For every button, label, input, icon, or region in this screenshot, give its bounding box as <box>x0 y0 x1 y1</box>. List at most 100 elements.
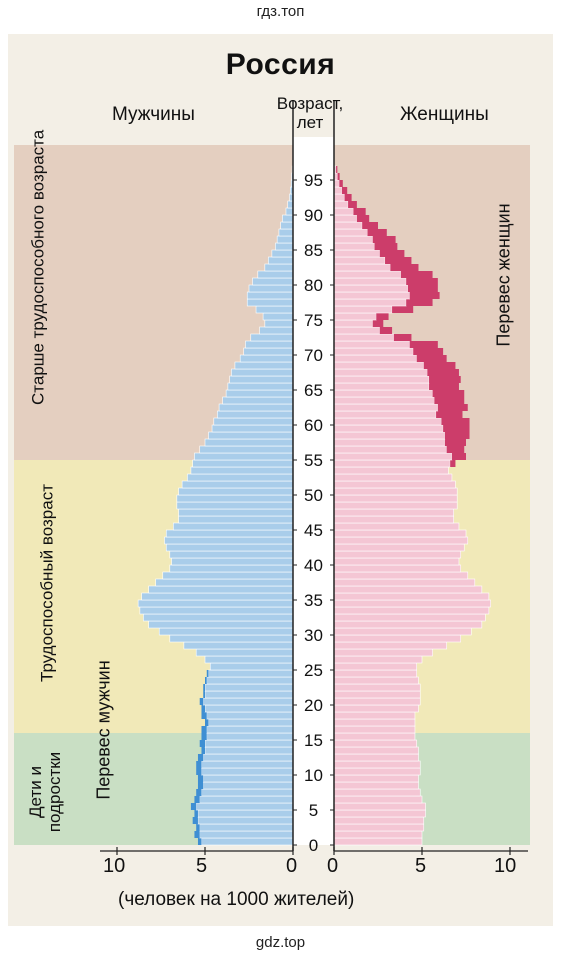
bar-men-age-68 <box>234 361 294 370</box>
bar-men-age-10 <box>201 767 294 776</box>
bar-women-age-41 <box>333 550 462 559</box>
bar-women-age-25 <box>333 662 418 671</box>
bar-men-age-81 <box>257 270 294 279</box>
right-series-label: Женщины <box>400 104 489 125</box>
surplus-women-age-56 <box>446 446 465 453</box>
bar-women-age-88 <box>333 221 363 230</box>
bar-men-age-21 <box>204 690 294 699</box>
bar-men-age-84 <box>271 249 294 258</box>
surplus-women-age-78 <box>409 292 440 299</box>
bar-men-age-7 <box>201 788 294 797</box>
bar-women-age-1 <box>333 830 423 839</box>
surplus-men-age-10 <box>196 768 202 775</box>
surplus-women-age-92 <box>344 194 352 201</box>
bar-men-age-27 <box>195 648 294 657</box>
bar-men-age-29 <box>169 634 294 643</box>
surplus-women-age-68 <box>423 362 456 369</box>
bar-women-age-36 <box>333 585 483 594</box>
bar-men-age-88 <box>280 221 294 230</box>
bar-women-age-91 <box>333 200 349 209</box>
bar-women-age-66 <box>333 375 430 384</box>
age-axis-title-line1: Возраст, <box>276 94 344 113</box>
age-tick-40: 40 <box>304 556 323 575</box>
surplus-men-age-11 <box>196 761 202 768</box>
age-column <box>293 137 334 845</box>
surplus-women-age-66 <box>429 376 461 383</box>
surplus-women-age-86 <box>372 236 396 243</box>
bar-men-age-2 <box>199 823 294 832</box>
bar-men-age-52 <box>187 473 294 482</box>
surplus-women-age-74 <box>372 320 384 327</box>
bar-women-age-90 <box>333 207 354 216</box>
bar-men-age-1 <box>199 830 294 839</box>
age-tick-85: 85 <box>304 241 323 260</box>
surplus-women-age-82 <box>390 264 419 271</box>
bar-men-age-85 <box>275 242 294 251</box>
bar-men-age-55 <box>194 452 294 461</box>
bar-layer <box>137 165 491 846</box>
bar-men-age-12 <box>202 753 294 762</box>
bar-men-age-17 <box>208 718 294 727</box>
surplus-men-age-12 <box>197 754 204 761</box>
bar-men-age-41 <box>169 550 294 559</box>
bar-men-age-60 <box>213 417 294 426</box>
bar-men-age-64 <box>225 389 294 398</box>
bar-women-age-53 <box>333 466 449 475</box>
bar-women-age-3 <box>333 816 425 825</box>
bar-women-age-85 <box>333 242 375 251</box>
bar-women-age-21 <box>333 690 421 699</box>
bar-men-age-30 <box>158 627 294 636</box>
surplus-women-age-81 <box>400 271 433 278</box>
bar-men-age-20 <box>202 697 294 706</box>
bar-women-age-50 <box>333 487 458 496</box>
bar-men-age-47 <box>178 508 294 517</box>
age-tick-15: 15 <box>304 731 323 750</box>
bar-men-age-63 <box>222 396 294 405</box>
bar-men-age-25 <box>209 662 294 671</box>
bar-men-age-16 <box>206 725 294 734</box>
surplus-women-age-89 <box>356 215 370 222</box>
surplus-men-age-0 <box>197 838 202 845</box>
bar-men-age-89 <box>282 214 294 223</box>
bar-women-age-43 <box>333 536 469 545</box>
bar-men-age-3 <box>197 816 294 825</box>
surplus-women-age-87 <box>367 229 387 236</box>
age-axis-title: Возраст, лет <box>258 94 362 132</box>
surplus-men-age-15 <box>201 733 207 740</box>
bar-men-age-6 <box>199 795 294 804</box>
x-tick-left-5: 5 <box>196 855 208 877</box>
bar-women-age-65 <box>333 382 430 391</box>
surplus-women-age-80 <box>406 278 438 285</box>
bar-women-age-47 <box>333 508 454 517</box>
bar-men-age-4 <box>197 809 294 818</box>
surplus-men-age-7 <box>196 789 202 796</box>
bar-women-age-42 <box>333 543 465 552</box>
bar-women-age-92 <box>333 193 345 202</box>
bar-men-age-37 <box>155 578 294 587</box>
surplus-women-age-94 <box>339 180 343 187</box>
bar-men-age-82 <box>264 263 294 272</box>
surplus-women-age-85 <box>374 243 398 250</box>
bar-women-age-93 <box>333 186 343 195</box>
bar-women-age-64 <box>333 389 433 398</box>
surplus-women-age-69 <box>416 355 447 362</box>
surplus-women-age-83 <box>385 257 412 264</box>
bar-men-age-54 <box>192 459 294 468</box>
bar-men-age-73 <box>259 326 294 335</box>
bar-women-age-52 <box>333 473 453 482</box>
bar-women-age-18 <box>333 711 416 720</box>
bar-men-age-56 <box>199 445 294 454</box>
surplus-women-age-63 <box>434 397 465 404</box>
bar-men-age-83 <box>268 256 294 265</box>
bar-women-age-80 <box>333 277 407 286</box>
bar-women-age-61 <box>333 410 437 419</box>
bar-women-age-71 <box>333 340 410 349</box>
bar-women-age-77 <box>333 298 407 307</box>
bar-men-age-44 <box>165 529 294 538</box>
surplus-women-age-61 <box>436 411 463 418</box>
surplus-women-age-58 <box>444 432 470 439</box>
x-axis-label: (человек на 1000 жителей) <box>118 889 355 910</box>
bar-men-age-91 <box>287 200 294 209</box>
bar-men-age-34 <box>137 599 294 608</box>
